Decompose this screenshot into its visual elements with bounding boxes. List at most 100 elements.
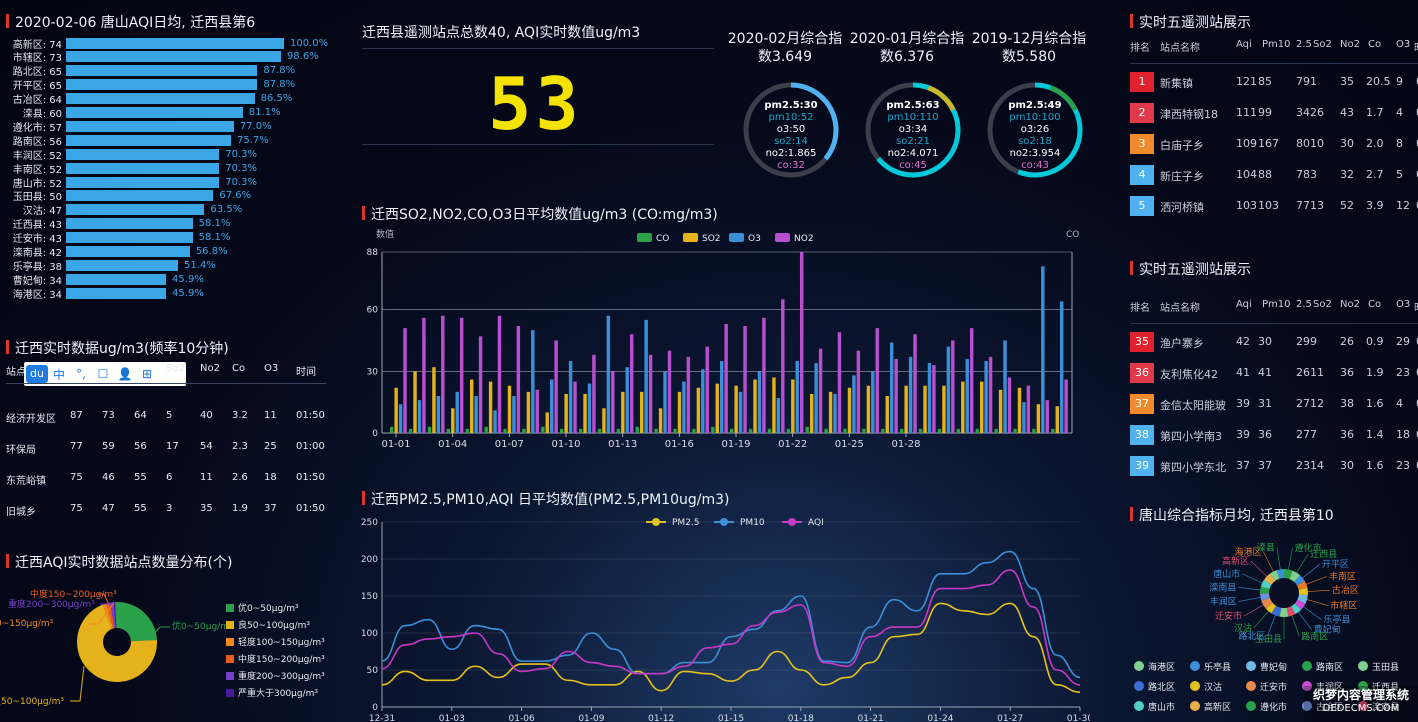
- pm-chart-title: 迁西PM2.5,PM10,AQI 日平均数值(PM2.5,PM10ug/m3): [362, 489, 729, 509]
- bar-co: [1032, 428, 1036, 433]
- donut-label-fine-leader: [70, 665, 85, 702]
- station-value: 29: [1396, 335, 1410, 348]
- legend-label: 路北区: [1148, 683, 1176, 693]
- bar-so2: [809, 393, 814, 433]
- ranking-label: 曹妃甸: 34: [12, 275, 62, 287]
- pie-legend-item: 海港区: [1134, 660, 1175, 673]
- aqi-ranking-bar-chart: 高新区: 74 100.0% 市辖区: 73 98.6% 路北区: 65 87.8% 开平区…: [0, 37, 330, 307]
- bar-no2: [422, 317, 426, 433]
- bar-so2: [545, 412, 549, 433]
- ranking-bar: [66, 134, 232, 146]
- bar-so2: [526, 391, 531, 433]
- station-value: 1.7: [1366, 106, 1384, 119]
- y-tick-label: 60: [367, 306, 379, 316]
- gauge-value-line: no2:1.865: [765, 148, 817, 159]
- y-tick-label: 0: [372, 429, 378, 439]
- bar-co: [408, 428, 413, 433]
- bar-no2: [932, 365, 936, 433]
- bar-co: [918, 428, 923, 433]
- bar-so2: [1017, 387, 1022, 433]
- bar-o3: [1059, 301, 1064, 433]
- legend-label: 海港区: [1148, 663, 1176, 673]
- bar-o3: [908, 356, 913, 433]
- keyboard-icon[interactable]: ☐: [97, 367, 109, 381]
- top-stations-title: 实时五遥测站展示: [1130, 12, 1251, 32]
- chinese-mode-icon[interactable]: 中: [52, 367, 65, 382]
- bar-so2: [866, 385, 871, 433]
- x-tick-label: 01-13: [608, 439, 637, 450]
- station-value: 23: [1296, 459, 1310, 472]
- y-tick-label: 100: [361, 629, 378, 639]
- station-value: 103: [1258, 199, 1279, 212]
- bar-co: [654, 428, 658, 433]
- donut-label-good: 优0~50μg/m³: [172, 620, 233, 632]
- bar-no2: [951, 340, 955, 433]
- pie-label: 海港区: [1234, 546, 1261, 558]
- bar-no2: [856, 350, 861, 433]
- pie-label: 迁安市: [1215, 610, 1242, 622]
- du-logo-icon[interactable]: du: [26, 365, 48, 383]
- gauge-heading: 2020-01月综合指: [849, 31, 965, 47]
- bar-o3: [512, 395, 516, 433]
- bar-so2: [394, 387, 398, 433]
- ranking-bar: [66, 232, 193, 244]
- bar-co: [541, 426, 545, 433]
- station-value: 27: [1296, 397, 1310, 410]
- station-value: 30: [1340, 459, 1354, 472]
- legend-swatch: [226, 655, 234, 663]
- legend-swatch: [1358, 661, 1368, 671]
- realtime-cell: 01:50: [296, 472, 325, 483]
- bar-o3: [587, 383, 592, 433]
- user-icon[interactable]: 👤: [117, 367, 133, 381]
- bar-co: [635, 426, 639, 433]
- legend-swatch: [1246, 661, 1256, 671]
- distribution-donut: 优0~50μg/m³ 良50~100μg/m³ 中度150~200μg/m³重度20…: [0, 588, 233, 707]
- gauge-ring: [743, 82, 839, 178]
- pie-legend-item: 玉田县: [1358, 660, 1399, 673]
- ime-toolbar[interactable]: du 中 °, ☐ 👤 ⊞: [24, 362, 186, 386]
- pie-label: 玉田县: [1255, 634, 1282, 645]
- realtime-cell: 01:00: [296, 441, 325, 452]
- index-gauge: pm2.5:30 pm10:52 o3:50 so2:14 no2:1.865 co:32: [739, 78, 843, 182]
- grid-icon[interactable]: ⊞: [141, 367, 153, 381]
- station-value: 5: [1396, 168, 1403, 181]
- bar-o3: [738, 391, 743, 433]
- station-value: 43: [1340, 106, 1354, 119]
- x-tick-label: 01-06: [509, 714, 535, 722]
- top-stations-header-cell: Co: [1368, 39, 1382, 50]
- bottom-stations-header-cell: Aqi: [1236, 299, 1252, 310]
- donut-label-light: 0~150μg/m³: [0, 619, 54, 629]
- bar-co: [484, 426, 488, 433]
- pie-label: 乐亭县: [1324, 614, 1351, 626]
- gauge-values: pm2.5:63 pm10:110 o3:34 so2:21 no2:4.071 co:4…: [861, 100, 965, 172]
- ranking-row: 市辖区: 73 98.6%: [0, 51, 319, 64]
- station-value: 103: [1236, 199, 1257, 212]
- y-tick-label: 150: [361, 592, 378, 602]
- legend-swatch: [226, 638, 234, 646]
- pie-legend-item: 遵化市: [1246, 700, 1287, 713]
- station-value: 1.6: [1366, 459, 1384, 472]
- ranking-row: 路北区: 65 87.8%: [0, 65, 295, 78]
- bar-co: [1051, 428, 1055, 433]
- rank-badge: 2: [1130, 103, 1154, 123]
- pie-label: 遵化市: [1294, 542, 1321, 554]
- pie-leader: [1302, 563, 1321, 579]
- bar-o3: [474, 395, 478, 433]
- pie-leader: [1307, 589, 1330, 592]
- realtime-cell: 87: [70, 410, 83, 421]
- bar-co: [786, 428, 791, 433]
- pie-leader: [1263, 551, 1274, 572]
- x-tick-label: 01-18: [788, 714, 814, 722]
- punct-icon[interactable]: °,: [76, 367, 86, 381]
- realtime-cell: 2.3: [232, 441, 248, 452]
- pie-leader: [1242, 573, 1263, 584]
- realtime-cell: 1.9: [232, 503, 248, 514]
- y-tick-label: 50: [367, 666, 379, 676]
- pie-slice: [1271, 605, 1282, 617]
- gauge-arc: [743, 82, 839, 178]
- station-name: 津西特钢18: [1160, 108, 1218, 121]
- station-name: 白庙子乡: [1160, 139, 1204, 152]
- pie-slice: [1261, 597, 1273, 609]
- bar-no2: [611, 371, 615, 433]
- pie-leader: [1291, 615, 1300, 637]
